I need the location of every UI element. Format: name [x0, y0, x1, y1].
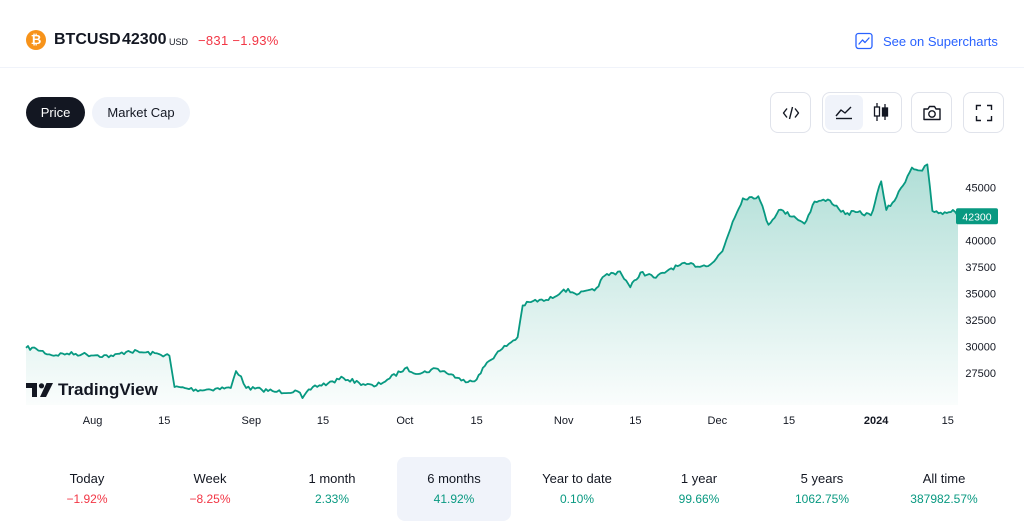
- x-tick-label: 15: [942, 415, 954, 427]
- perf-label: 1 month: [308, 471, 356, 486]
- price-change: −831 −1.93%: [198, 33, 279, 48]
- perf-value: 1062.75%: [794, 492, 850, 506]
- x-tick-label: Dec: [708, 415, 728, 427]
- y-tick-label: 32500: [965, 315, 996, 327]
- area-chart-icon: [835, 106, 852, 120]
- current-price: 42300: [122, 31, 167, 48]
- price-area-fill: [26, 164, 958, 405]
- tab-market-cap[interactable]: Market Cap: [92, 97, 190, 128]
- x-tick-label: 15: [470, 415, 482, 427]
- perf-label: 6 months: [427, 471, 481, 486]
- perf-year-to-date[interactable]: Year to date 0.10%: [520, 457, 634, 521]
- x-tick-label: Sep: [242, 415, 262, 427]
- x-tick-label: 15: [783, 415, 795, 427]
- supercharts-label: See on Supercharts: [883, 33, 998, 49]
- x-tick-label: Oct: [396, 415, 413, 427]
- embed-code-button[interactable]: [770, 92, 811, 133]
- y-tick-label: 30000: [965, 342, 996, 354]
- tradingview-logo: TradingView: [26, 380, 158, 400]
- see-on-supercharts-link[interactable]: See on Supercharts: [855, 31, 998, 51]
- x-tick-label: Aug: [83, 415, 103, 427]
- perf-value: 0.10%: [559, 492, 595, 506]
- perf-value: 2.33%: [314, 492, 350, 506]
- perf-today[interactable]: Today −1.92%: [30, 457, 144, 521]
- y-tick-label: 35000: [965, 289, 996, 301]
- symbol-header: ₿ BTCUSD 42300 USD −831 −1.93% See on Su…: [0, 0, 1024, 68]
- perf-value: −1.92%: [66, 492, 108, 506]
- candlestick-icon[interactable]: [872, 102, 890, 122]
- chart-line-icon: [855, 32, 873, 50]
- fullscreen-icon: [975, 104, 993, 122]
- last-price-label: 42300: [962, 211, 991, 223]
- snapshot-button[interactable]: [911, 92, 952, 133]
- perf-1-month[interactable]: 1 month 2.33%: [275, 457, 389, 521]
- perf-value: 99.66%: [678, 492, 720, 506]
- perf-label: 5 years: [800, 471, 844, 486]
- perf-label: 1 year: [680, 471, 718, 486]
- y-tick-label: 27500: [965, 368, 996, 380]
- x-tick-label: 2024: [864, 415, 889, 427]
- tradingview-wordmark: TradingView: [58, 380, 158, 399]
- perf-6-months[interactable]: 6 months 41.92%: [397, 457, 511, 521]
- perf-5-years[interactable]: 5 years 1062.75%: [765, 457, 879, 521]
- fullscreen-button[interactable]: [963, 92, 1004, 133]
- y-tick-label: 45000: [965, 183, 996, 195]
- symbol-name[interactable]: BTCUSD: [54, 31, 121, 48]
- tab-price[interactable]: Price: [26, 97, 85, 128]
- perf-all-time[interactable]: All time 387982.57%: [887, 457, 1001, 521]
- y-tick-label: 40000: [965, 236, 996, 248]
- code-icon: [782, 106, 800, 120]
- x-tick-label: 15: [158, 415, 170, 427]
- camera-icon: [923, 105, 941, 121]
- x-tick-label: Nov: [554, 415, 574, 427]
- perf-value: 387982.57%: [910, 492, 978, 506]
- x-tick-label: 15: [317, 415, 329, 427]
- perf-label: Year to date: [542, 471, 612, 486]
- perf-value: −8.25%: [189, 492, 231, 506]
- bitcoin-icon: ₿: [26, 30, 46, 50]
- x-tick-label: 15: [629, 415, 641, 427]
- perf-label: Today: [69, 471, 105, 486]
- perf-label: All time: [922, 471, 966, 486]
- perf-week[interactable]: Week −8.25%: [153, 457, 267, 521]
- area-style-button[interactable]: [825, 95, 863, 130]
- price-currency: USD: [169, 37, 189, 47]
- price-line: [25, 163, 959, 399]
- tradingview-icon: [26, 383, 53, 397]
- perf-label: Week: [193, 471, 227, 486]
- last-price-badge: [956, 208, 998, 225]
- chart-style-group: [822, 92, 902, 133]
- y-tick-label: 37500: [965, 262, 996, 274]
- perf-value: 41.92%: [433, 492, 475, 506]
- perf-1-year[interactable]: 1 year 99.66%: [642, 457, 756, 521]
- price-chart[interactable]: 27500 30000 32500 35000 37500 40000 45000 42300…: [0, 140, 1024, 440]
